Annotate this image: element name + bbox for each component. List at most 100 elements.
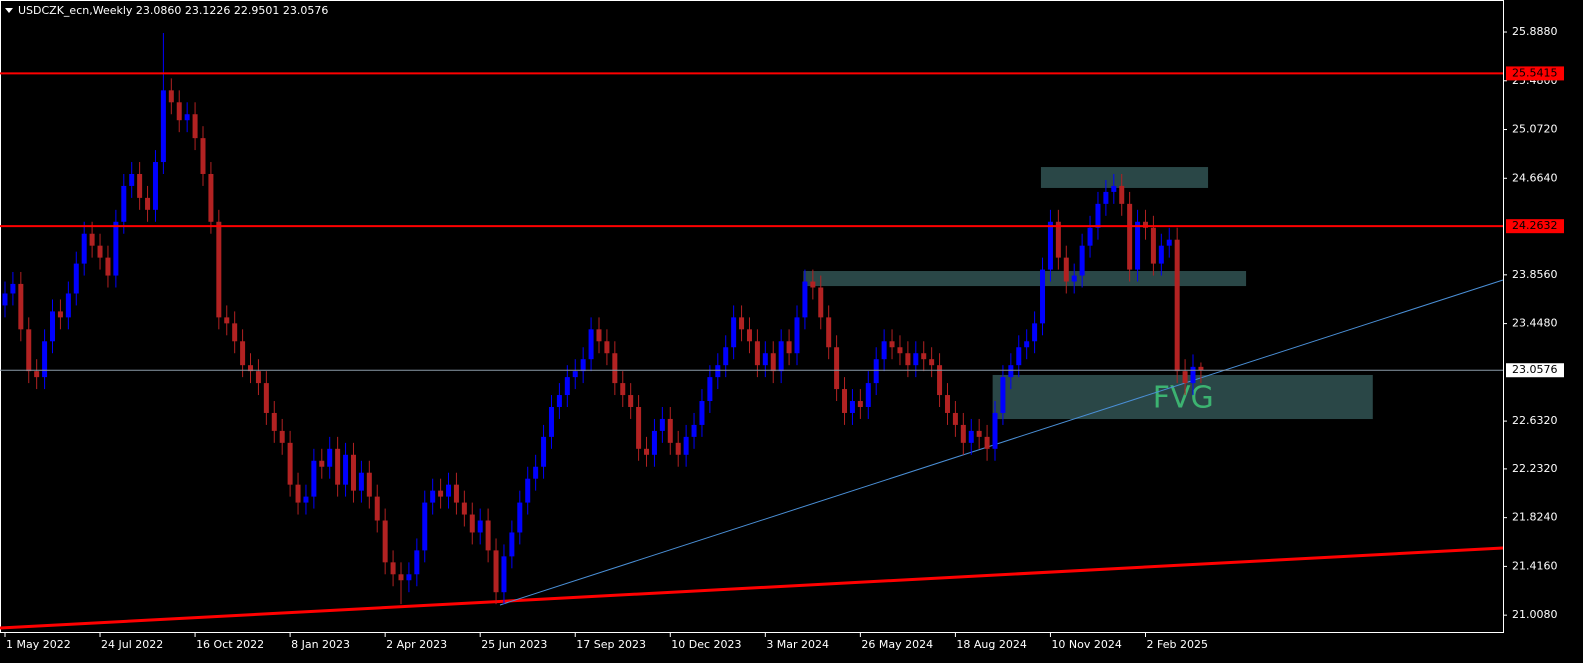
candle-body: [319, 460, 325, 467]
candle-body: [1119, 185, 1125, 204]
candle-body: [255, 371, 261, 384]
candle-body: [667, 418, 673, 443]
candle-body: [723, 347, 729, 366]
candle-body: [604, 341, 610, 354]
candle-body: [160, 90, 166, 163]
candle-body: [564, 377, 570, 396]
candle-body: [588, 329, 594, 360]
candle-body: [430, 490, 436, 503]
menu-icon: [5, 8, 13, 13]
candle-body: [240, 341, 246, 366]
candle-body: [469, 514, 475, 533]
candle-body: [374, 496, 380, 521]
y-tick-label: 23.8560: [1512, 268, 1558, 281]
candle-body: [644, 448, 650, 455]
y-tick-label: 25.8880: [1512, 25, 1558, 38]
candle-body: [572, 371, 578, 378]
candle-body: [517, 502, 523, 533]
candle-body: [1032, 323, 1038, 342]
candle-body: [105, 257, 111, 276]
candle-body: [1055, 221, 1061, 258]
candle-body: [390, 562, 396, 575]
candle-body: [881, 341, 887, 360]
candle-body: [794, 317, 800, 354]
candle-body: [556, 395, 562, 407]
candle-body: [129, 173, 135, 186]
candle-body: [1198, 366, 1204, 371]
candle-body: [651, 430, 657, 455]
candle-body: [913, 353, 919, 366]
layer: FVG25.888025.480025.072024.664023.856023…: [0, 25, 1564, 651]
candle-body: [50, 311, 56, 342]
candle-body: [525, 478, 531, 503]
candle-body: [944, 395, 950, 413]
candle-body: [501, 556, 507, 593]
candle-body: [897, 347, 903, 354]
candle-body: [826, 317, 832, 348]
candle-body: [422, 502, 428, 551]
candle-body: [1095, 203, 1101, 228]
candle-body: [1166, 239, 1172, 246]
candle-body: [477, 520, 483, 533]
candle-body: [889, 341, 895, 348]
candle-body: [636, 406, 642, 449]
candle-body: [849, 401, 855, 413]
x-tick-label: 8 Jan 2023: [291, 638, 350, 651]
candle-body: [541, 436, 547, 467]
candle-body: [461, 502, 467, 515]
candle-body: [952, 412, 958, 425]
candle-body: [1040, 269, 1046, 324]
x-tick-label: 26 May 2024: [861, 638, 933, 651]
candle-body: [810, 281, 816, 288]
candle-body: [453, 484, 459, 503]
candle-body: [1016, 347, 1022, 366]
candle-body: [1079, 245, 1085, 276]
x-tick-label: 16 Oct 2022: [196, 638, 264, 651]
candle-body: [1174, 239, 1180, 372]
candle-body: [2, 293, 8, 306]
candle-body: [398, 574, 404, 581]
candle-body: [921, 353, 927, 360]
current-price-box: [1506, 363, 1564, 378]
candle-body: [580, 359, 586, 372]
candle-body: [683, 436, 689, 455]
candle-body: [620, 383, 626, 396]
candle-body: [327, 448, 333, 467]
candle-body: [1103, 191, 1109, 204]
y-tick-label: 25.0720: [1512, 123, 1558, 136]
candle-body: [818, 287, 824, 318]
candle-body: [406, 574, 412, 581]
candle-body: [715, 365, 721, 378]
candle-body: [145, 197, 151, 210]
trendline: [0, 546, 1504, 630]
candle-body: [184, 114, 190, 121]
candle-body: [691, 424, 697, 437]
candle-body: [271, 412, 277, 431]
candle-body: [746, 329, 752, 342]
zone-label: FVG: [1153, 381, 1214, 416]
candle-body: [778, 341, 784, 372]
candle-body: [770, 353, 776, 372]
candle-body: [152, 162, 158, 210]
candle-body: [834, 347, 840, 390]
candle-body: [1087, 227, 1093, 246]
candle-body: [739, 317, 745, 330]
candle-body: [731, 317, 737, 348]
candle-body: [984, 436, 990, 449]
candle-body: [382, 520, 388, 563]
candle-body: [295, 484, 301, 503]
candle-body: [865, 383, 871, 407]
candle-body: [509, 532, 515, 557]
plot-frame: [0, 0, 1504, 633]
x-tick-label: 10 Dec 2023: [671, 638, 741, 651]
candle-body: [121, 185, 127, 222]
candle-body: [929, 359, 935, 366]
candle-body: [89, 233, 95, 246]
candle-body: [754, 341, 760, 366]
candle-body: [192, 114, 198, 139]
candle-body: [612, 353, 618, 384]
candle-body: [208, 173, 214, 222]
candle-body: [1024, 341, 1030, 348]
